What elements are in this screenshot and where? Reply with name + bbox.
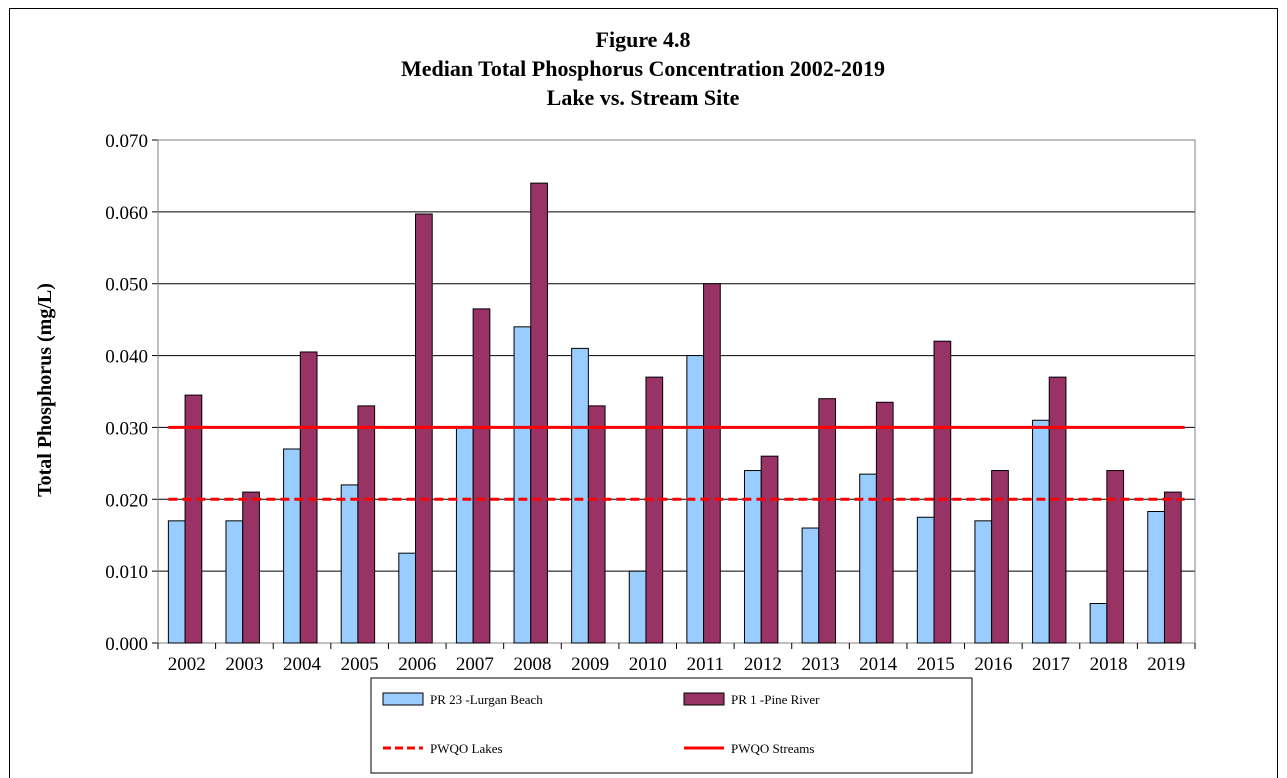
legend-swatch-lurgan-beach: [382, 692, 424, 706]
x-tick-label: 2017: [1032, 654, 1070, 675]
x-tick-label: 2009: [571, 654, 609, 675]
x-tick-label: 2014: [859, 654, 898, 675]
y-tick-label: 0.000: [105, 634, 148, 655]
y-tick-label: 0.050: [105, 275, 148, 296]
x-tick-label: 2012: [744, 654, 782, 675]
bar-pine-river: [1163, 491, 1182, 644]
bar-lurgan-beach: [340, 484, 359, 644]
bar-pine-river: [991, 470, 1009, 644]
legend-box: [370, 677, 973, 774]
x-tick-label: 2006: [398, 654, 436, 675]
x-tick-label: 2015: [917, 654, 955, 675]
y-tick-label: 0.010: [105, 562, 148, 583]
x-tick-label: 2019: [1147, 654, 1185, 675]
bar-pine-river: [299, 351, 318, 644]
bar-lurgan-beach: [571, 347, 589, 644]
plot-area: 0.000 0.010 0.020 0.030 0.040 0.050 0.060 0.070…: [105, 131, 1196, 675]
x-tick-label: 2011: [687, 654, 724, 675]
x-tick-label: 2008: [513, 654, 551, 675]
chart-title: Figure 4.8 Median Total Phosphorus Conce…: [401, 27, 885, 110]
y-tick-label: 0.070: [105, 131, 148, 152]
x-tick-label: 2013: [802, 654, 840, 675]
bar-pine-river: [875, 401, 894, 644]
chart-title-line-2: Median Total Phosphorus Concentration 20…: [401, 56, 885, 81]
y-tick-label: 0.040: [105, 347, 148, 368]
x-tick-label: 2005: [341, 654, 379, 675]
bar-lurgan-beach: [283, 448, 301, 644]
bar-lurgan-beach: [974, 520, 993, 644]
legend-swatch-pine-river: [683, 692, 725, 706]
y-tick-label: 0.030: [105, 418, 148, 439]
legend-label-lurgan-beach: PR 23 -Lurgan Beach: [430, 692, 543, 707]
bar-lurgan-beach: [398, 552, 417, 644]
bar-lurgan-beach: [513, 326, 532, 644]
bar-pine-river: [242, 491, 260, 644]
bar-pine-river: [1048, 376, 1067, 644]
legend-label-pwqo-streams: PWQO Streams: [731, 741, 814, 756]
bar-lurgan-beach: [1147, 511, 1165, 644]
bar-lurgan-beach: [1089, 602, 1108, 644]
y-tick-label: 0.060: [105, 203, 148, 224]
bar-lurgan-beach: [916, 516, 935, 644]
bar-pine-river: [703, 283, 721, 644]
legend-label-pine-river: PR 1 -Pine River: [731, 692, 820, 707]
bar-lurgan-beach: [801, 527, 820, 644]
chart-frame: [9, 8, 1278, 778]
bar-pine-river: [933, 340, 952, 644]
legend-label-pwqo-lakes: PWQO Lakes: [430, 741, 503, 756]
legend: PR 23 -Lurgan Beach PR 1 -Pine River PWQO …: [370, 677, 973, 774]
chart-title-line-1: Figure 4.8: [596, 27, 691, 52]
bar-lurgan-beach: [1032, 419, 1050, 644]
bar-pine-river: [818, 398, 837, 644]
chart-title-line-3: Lake vs. Stream Site: [547, 85, 740, 110]
y-axis-title: Total Phosphorus (mg/L): [34, 283, 56, 497]
bar-pine-river: [530, 182, 548, 644]
x-tick-label: 2004: [283, 654, 322, 675]
bar-pine-river: [184, 394, 203, 644]
bar-pine-river: [587, 405, 606, 644]
x-tick-label: 2016: [974, 654, 1012, 675]
bar-pine-river: [472, 308, 491, 644]
x-tick-label: 2002: [168, 654, 206, 675]
y-tick-label: 0.020: [105, 490, 148, 511]
bar-pine-river: [645, 376, 664, 644]
bar-lurgan-beach: [743, 470, 762, 644]
x-tick-label: 2003: [225, 654, 263, 675]
bar-lurgan-beach: [167, 520, 186, 644]
bar-pine-river: [357, 405, 376, 644]
x-tick-label: 2007: [456, 654, 494, 675]
bar-lurgan-beach: [628, 570, 647, 644]
bar-pine-river: [1106, 470, 1125, 644]
bar-lurgan-beach: [455, 426, 474, 644]
bar-lurgan-beach: [225, 520, 244, 644]
x-tick-label: 2018: [1090, 654, 1128, 675]
bar-pine-river: [760, 455, 779, 644]
x-tick-label: 2010: [629, 654, 667, 675]
